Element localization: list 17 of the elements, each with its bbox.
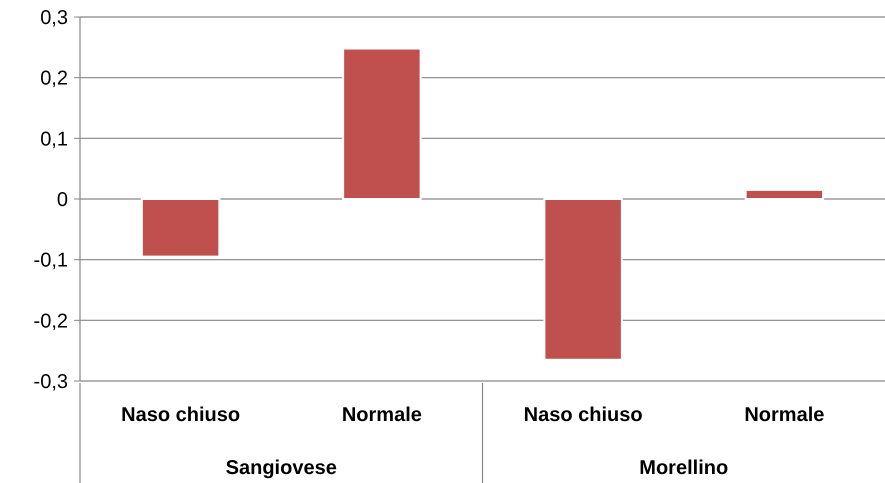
y-tick-label: -0,1	[34, 250, 68, 272]
text: Sangiovese	[226, 457, 337, 479]
y-tick-label: -0,3	[34, 371, 68, 393]
y-tick-label: 0,3	[40, 7, 68, 29]
x-tick-label: Normale	[744, 404, 824, 426]
x-tick-label: Naso chiuso	[524, 404, 643, 426]
bar	[744, 188, 824, 200]
y-tick-label: 0	[56, 189, 68, 211]
x-tick-label: Normale	[342, 404, 422, 426]
y-tick-label: -0,2	[34, 310, 68, 332]
bar	[342, 48, 422, 200]
y-tick-label: 0,2	[40, 68, 68, 90]
bar	[543, 198, 623, 361]
y-tick-label: 0,1	[40, 128, 68, 150]
bar	[140, 198, 220, 258]
text: Morellino	[639, 457, 728, 479]
x-tick-label: Naso chiuso	[121, 404, 240, 426]
